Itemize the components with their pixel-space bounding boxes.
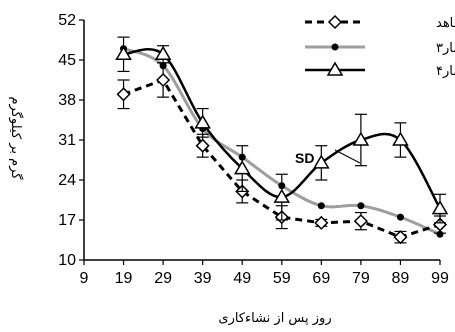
x-tick-label: 99: [431, 270, 449, 287]
data-point: [195, 138, 210, 153]
x-tick-label: 9: [80, 270, 89, 287]
data-point: [154, 45, 172, 61]
data-point: [431, 200, 449, 215]
x-tick-label: 69: [312, 270, 330, 287]
data-point: [353, 214, 368, 229]
y-tick-label: 24: [58, 172, 76, 189]
data-point: [317, 202, 325, 210]
x-tick-label: 49: [233, 270, 251, 287]
data-point: [396, 213, 404, 221]
legend-marker: [331, 43, 339, 51]
x-tick-label: 89: [392, 270, 410, 287]
series-1: [116, 62, 448, 245]
data-point: [393, 230, 408, 245]
legend-marker: [326, 61, 344, 76]
series-layer: [115, 36, 449, 245]
x-tick-label: 39: [194, 270, 212, 287]
y-axis-label: گرم بر کیلوگرم: [8, 96, 24, 180]
legend-label: تیمار۴: [436, 64, 455, 79]
data-point: [233, 160, 251, 175]
y-tick-label: 38: [58, 92, 76, 109]
legend-marker: [327, 14, 343, 30]
y-tick-label: 45: [58, 52, 76, 69]
legend: شاهد تیمار۳ تیمار۴: [305, 14, 455, 79]
x-tick-label: 29: [154, 270, 172, 287]
data-point: [156, 72, 171, 88]
x-axis-label: روز پس از نشاءکاری: [218, 311, 331, 326]
legend-label: تیمار۳: [436, 41, 455, 56]
series-3: [115, 36, 449, 224]
data-point: [352, 131, 370, 146]
data-point: [273, 188, 291, 203]
x-tick-label: 19: [115, 270, 133, 287]
data-point: [313, 154, 330, 169]
data-point: [194, 114, 211, 129]
x-tick-label: 79: [352, 270, 370, 287]
data-point: [115, 45, 132, 61]
y-tick-label: 52: [58, 12, 76, 29]
y-tick-label: 31: [58, 132, 76, 149]
y-tick-label: 10: [58, 252, 76, 269]
x-tick-label: 59: [273, 270, 291, 287]
sd-annotation: SD: [295, 150, 314, 166]
axes: 10 17 24 31 38 45 52 9 19 29 39 49 59 69 79 89 99: [58, 12, 449, 287]
data-point: [392, 131, 409, 146]
data-point: [357, 202, 365, 210]
data-point: [314, 215, 329, 230]
data-point: [116, 87, 131, 102]
sd-pointer: [334, 149, 361, 164]
legend-label: شاهد: [436, 16, 455, 31]
data-point: [436, 230, 444, 238]
y-tick-label: 17: [58, 212, 76, 229]
